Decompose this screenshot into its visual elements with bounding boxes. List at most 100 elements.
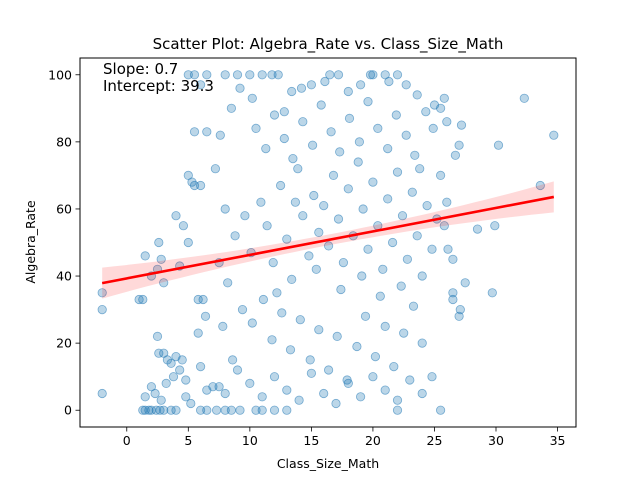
- data-point: [448, 288, 458, 298]
- data-point: [331, 398, 341, 409]
- data-point: [417, 271, 427, 281]
- data-point: [247, 93, 257, 103]
- intercept-annotation: Intercept: 39.3: [103, 77, 214, 95]
- data-point: [288, 154, 298, 164]
- data-point: [200, 311, 211, 321]
- data-point: [435, 405, 446, 415]
- data-point: [189, 127, 200, 137]
- data-point: [319, 388, 329, 399]
- data-point: [357, 271, 367, 281]
- data-point: [275, 180, 286, 191]
- y-tick-label: 0: [64, 403, 72, 418]
- data-point: [309, 190, 319, 201]
- data-point: [448, 254, 458, 264]
- data-point: [450, 150, 460, 160]
- data-point: [383, 194, 393, 204]
- data-point: [439, 221, 449, 231]
- data-point: [373, 123, 383, 133]
- data-point: [181, 392, 191, 402]
- data-point: [401, 130, 411, 140]
- data-point: [156, 254, 166, 264]
- data-point: [410, 150, 420, 160]
- slope-annotation: Slope: 0.7: [103, 60, 178, 78]
- data-point: [314, 325, 324, 335]
- regression-line: [101, 195, 555, 285]
- data-point: [154, 348, 164, 358]
- data-point: [171, 211, 181, 221]
- data-point: [343, 184, 353, 194]
- data-point: [293, 164, 303, 174]
- data-point: [240, 211, 250, 221]
- x-tick-label: 20: [365, 433, 381, 448]
- data-point: [298, 211, 308, 221]
- data-point: [230, 231, 240, 241]
- data-point: [443, 244, 453, 254]
- data-point: [401, 80, 411, 90]
- data-point: [535, 180, 545, 191]
- data-point: [408, 301, 419, 311]
- data-point: [267, 335, 277, 345]
- data-point: [257, 70, 267, 80]
- regression-layer: [101, 181, 555, 299]
- data-point: [360, 311, 371, 321]
- data-point: [279, 107, 289, 117]
- x-tick-label: 5: [184, 433, 192, 448]
- data-point: [232, 365, 243, 375]
- data-point: [333, 214, 344, 224]
- data-point: [354, 137, 364, 147]
- data-point: [391, 110, 401, 120]
- data-point: [439, 93, 449, 103]
- data-point: [166, 358, 176, 368]
- data-point: [282, 234, 292, 244]
- data-point: [421, 107, 431, 117]
- data-point: [193, 328, 203, 338]
- data-point: [235, 83, 245, 93]
- data-point: [368, 70, 378, 80]
- data-point: [245, 378, 255, 388]
- data-point: [237, 304, 248, 315]
- data-point: [232, 70, 243, 80]
- data-point: [261, 144, 271, 154]
- data-point: [168, 372, 179, 382]
- data-point: [306, 368, 316, 378]
- data-point: [269, 405, 280, 415]
- data-point: [287, 86, 297, 97]
- y-axis-ticks: 0 20 40 60 80 100: [48, 67, 80, 418]
- data-point: [448, 294, 458, 305]
- data-point: [323, 241, 334, 251]
- data-point: [305, 355, 315, 365]
- points-layer: [97, 70, 559, 415]
- data-point: [392, 70, 403, 80]
- data-point: [140, 251, 150, 261]
- data-point: [380, 385, 390, 395]
- data-point: [159, 278, 169, 288]
- data-point: [435, 170, 446, 180]
- data-point: [257, 405, 267, 415]
- data-point: [269, 372, 280, 382]
- data-point: [235, 405, 245, 415]
- data-point: [138, 294, 148, 305]
- data-point: [307, 140, 318, 150]
- data-point: [220, 204, 230, 214]
- data-point: [183, 70, 193, 80]
- data-point: [181, 375, 191, 385]
- data-point: [257, 392, 267, 402]
- data-point: [196, 361, 206, 372]
- data-point: [140, 405, 150, 415]
- data-point: [279, 133, 289, 144]
- data-point: [415, 164, 425, 174]
- data-point: [392, 167, 403, 177]
- data-point: [460, 278, 470, 288]
- data-point: [384, 76, 394, 87]
- data-point: [355, 392, 366, 402]
- data-point: [365, 70, 376, 80]
- data-point: [402, 254, 412, 264]
- data-point: [487, 288, 497, 298]
- data-point: [267, 70, 277, 80]
- data-point: [196, 405, 206, 415]
- data-point: [298, 117, 308, 127]
- data-point: [134, 294, 144, 305]
- data-point: [490, 221, 500, 231]
- data-point: [295, 315, 305, 325]
